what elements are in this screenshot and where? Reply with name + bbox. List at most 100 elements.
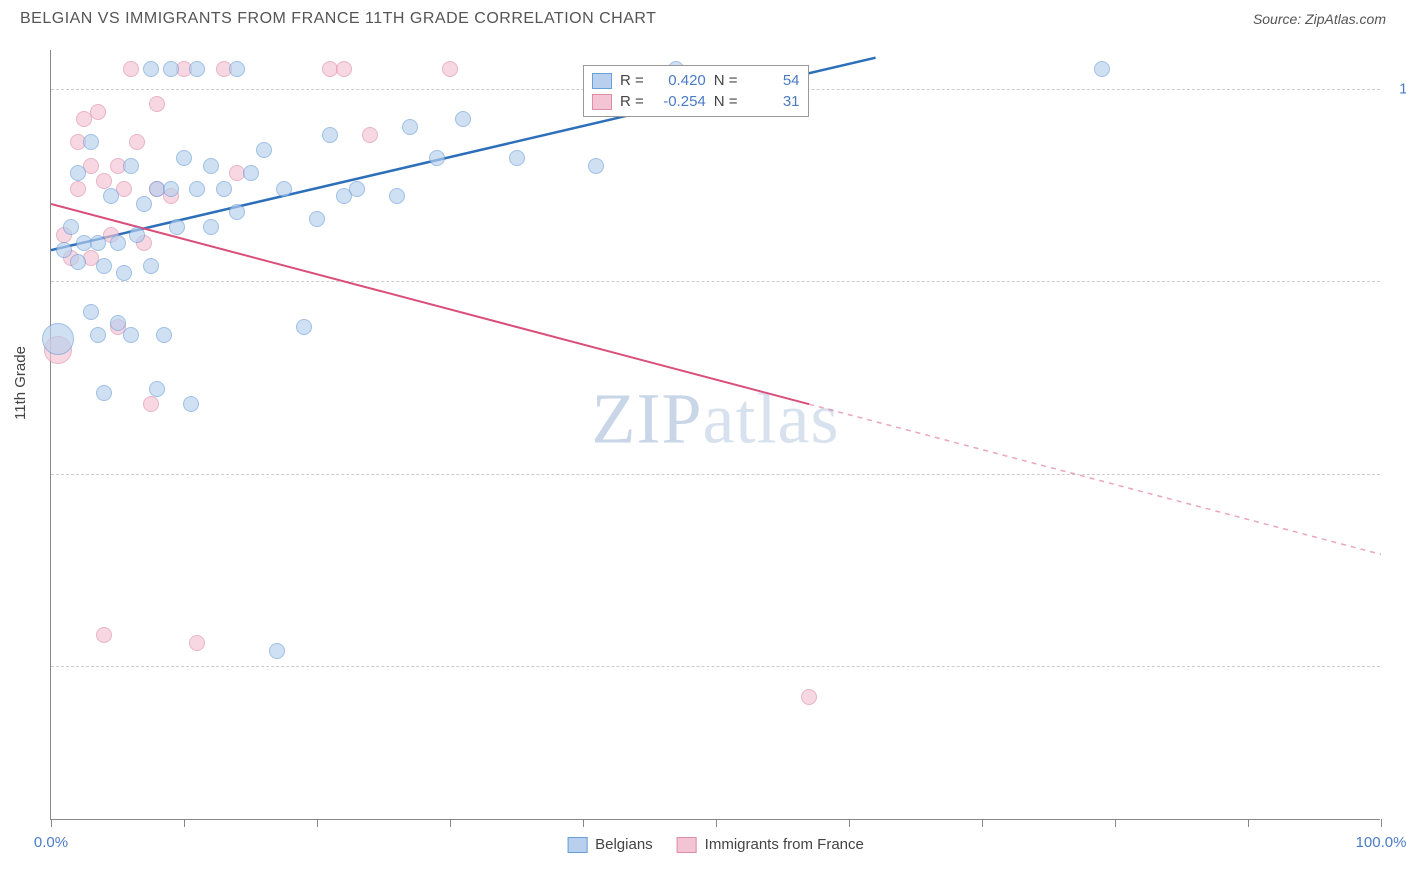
r-value: 0.420 bbox=[652, 72, 706, 89]
data-point bbox=[129, 134, 145, 150]
data-point bbox=[362, 127, 378, 143]
data-point bbox=[509, 150, 525, 166]
data-point bbox=[96, 627, 112, 643]
watermark-thin: atlas bbox=[703, 379, 840, 459]
data-point bbox=[269, 643, 285, 659]
x-tick bbox=[1381, 819, 1382, 827]
x-tick bbox=[982, 819, 983, 827]
x-tick bbox=[849, 819, 850, 827]
legend-swatch bbox=[677, 837, 697, 853]
chart-title: BELGIAN VS IMMIGRANTS FROM FRANCE 11TH G… bbox=[20, 10, 656, 28]
data-point bbox=[176, 150, 192, 166]
data-point bbox=[90, 235, 106, 251]
data-point bbox=[123, 327, 139, 343]
legend-label: Belgians bbox=[595, 836, 653, 853]
data-point bbox=[156, 327, 172, 343]
x-tick bbox=[184, 819, 185, 827]
data-point bbox=[588, 158, 604, 174]
data-point bbox=[229, 204, 245, 220]
gridline bbox=[51, 281, 1380, 282]
data-point bbox=[83, 134, 99, 150]
legend-swatch bbox=[592, 94, 612, 110]
data-point bbox=[183, 396, 199, 412]
x-tick-label: 100.0% bbox=[1356, 834, 1406, 851]
x-tick-label: 0.0% bbox=[34, 834, 68, 851]
data-point bbox=[123, 61, 139, 77]
data-point bbox=[103, 188, 119, 204]
n-value: 31 bbox=[746, 93, 800, 110]
data-point bbox=[243, 165, 259, 181]
y-tick-label: 100.0% bbox=[1399, 80, 1406, 97]
data-point bbox=[189, 61, 205, 77]
data-point bbox=[70, 165, 86, 181]
data-point bbox=[169, 219, 185, 235]
chart-header: BELGIAN VS IMMIGRANTS FROM FRANCE 11TH G… bbox=[0, 0, 1406, 34]
gridline bbox=[51, 666, 1380, 667]
bottom-legend: Belgians Immigrants from France bbox=[567, 836, 864, 853]
r-value: -0.254 bbox=[652, 93, 706, 110]
stats-legend: R = 0.420 N = 54 R = -0.254 N = 31 bbox=[583, 65, 809, 117]
data-point bbox=[136, 196, 152, 212]
x-tick bbox=[716, 819, 717, 827]
watermark: ZIPatlas bbox=[592, 378, 840, 461]
legend-item: Belgians bbox=[567, 836, 653, 853]
data-point bbox=[163, 61, 179, 77]
data-point bbox=[309, 211, 325, 227]
data-point bbox=[110, 235, 126, 251]
n-label: N = bbox=[714, 72, 738, 89]
data-point bbox=[349, 181, 365, 197]
r-label: R = bbox=[620, 93, 644, 110]
y-axis-label: 11th Grade bbox=[12, 346, 29, 420]
x-tick bbox=[450, 819, 451, 827]
scatter-chart: ZIPatlas 85.0%90.0%95.0%100.0%0.0%100.0%… bbox=[50, 50, 1380, 820]
data-point bbox=[429, 150, 445, 166]
data-point bbox=[1094, 61, 1110, 77]
data-point bbox=[63, 219, 79, 235]
data-point bbox=[189, 181, 205, 197]
data-point bbox=[189, 635, 205, 651]
data-point bbox=[336, 61, 352, 77]
data-point bbox=[110, 315, 126, 331]
chart-source: Source: ZipAtlas.com bbox=[1253, 11, 1386, 27]
data-point bbox=[389, 188, 405, 204]
legend-label: Immigrants from France bbox=[705, 836, 864, 853]
data-point bbox=[149, 381, 165, 397]
data-point bbox=[203, 158, 219, 174]
x-tick bbox=[317, 819, 318, 827]
data-point bbox=[143, 396, 159, 412]
r-label: R = bbox=[620, 72, 644, 89]
legend-swatch bbox=[592, 73, 612, 89]
data-point bbox=[229, 61, 245, 77]
n-label: N = bbox=[714, 93, 738, 110]
data-point bbox=[256, 142, 272, 158]
data-point bbox=[70, 254, 86, 270]
data-point bbox=[296, 319, 312, 335]
data-point bbox=[96, 173, 112, 189]
x-tick bbox=[51, 819, 52, 827]
stats-row: R = 0.420 N = 54 bbox=[592, 70, 800, 91]
x-tick bbox=[1115, 819, 1116, 827]
data-point bbox=[276, 181, 292, 197]
data-point bbox=[96, 258, 112, 274]
data-point bbox=[801, 689, 817, 705]
stats-row: R = -0.254 N = 31 bbox=[592, 91, 800, 112]
data-point bbox=[149, 96, 165, 112]
legend-item: Immigrants from France bbox=[677, 836, 864, 853]
data-point bbox=[203, 219, 219, 235]
x-tick bbox=[583, 819, 584, 827]
data-point bbox=[42, 323, 74, 355]
data-point bbox=[402, 119, 418, 135]
legend-swatch bbox=[567, 837, 587, 853]
n-value: 54 bbox=[746, 72, 800, 89]
gridline bbox=[51, 474, 1380, 475]
data-point bbox=[143, 258, 159, 274]
watermark-bold: ZIP bbox=[592, 379, 703, 459]
data-point bbox=[90, 104, 106, 120]
data-point bbox=[163, 181, 179, 197]
data-point bbox=[90, 327, 106, 343]
data-point bbox=[455, 111, 471, 127]
data-point bbox=[83, 304, 99, 320]
x-tick bbox=[1248, 819, 1249, 827]
data-point bbox=[143, 61, 159, 77]
data-point bbox=[322, 127, 338, 143]
